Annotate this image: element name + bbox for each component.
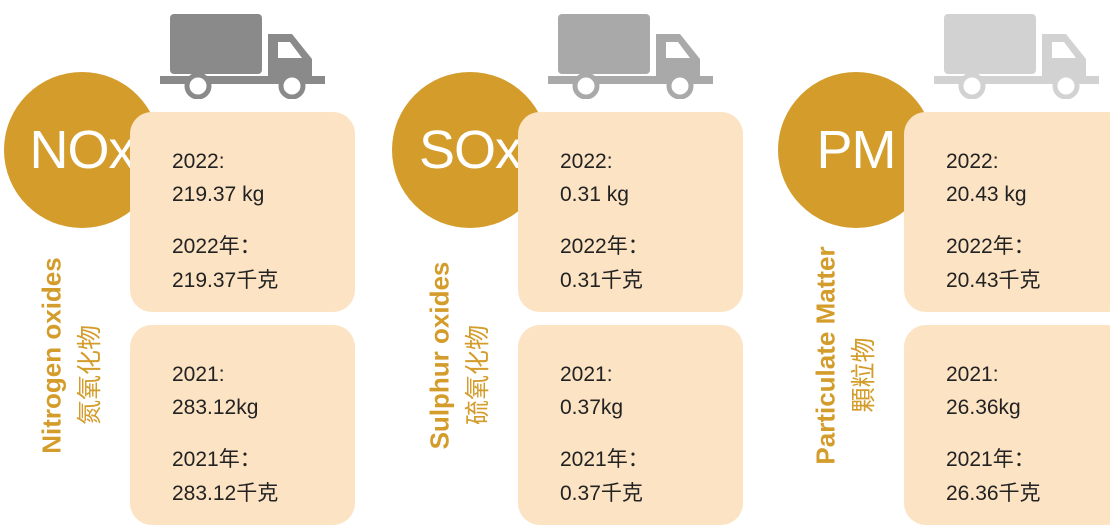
value-text: 2022: (172, 150, 225, 173)
truck-svg (934, 14, 1099, 100)
value-text: 2022年： (946, 235, 1035, 258)
value-text: 2022年： (172, 235, 261, 258)
value-text: 26.36kg (946, 396, 1021, 419)
truck-svg (548, 14, 713, 100)
name-chinese: 硫氧化物 (464, 325, 492, 426)
name-chinese: 顆粒物 (850, 337, 878, 413)
value-text: 0.31千克 (560, 269, 643, 292)
value-text: 2021: (172, 363, 225, 386)
value-text: 2021: (560, 363, 613, 386)
emission-panel: NOx Nitrogen oxides 氮氧化物 2022: 219.37 kg 2022… (0, 0, 370, 531)
emission-panel: SOx Sulphur oxides 硫氧化物 2022: 0.31 kg 2022年： 0… (388, 0, 758, 531)
value-box: 2022: 219.37 kg 2022年： 219.37千克 (130, 112, 355, 312)
value-text: 2021年： (560, 448, 649, 471)
value-text: 0.37kg (560, 396, 624, 419)
value-text: 2021: (946, 363, 999, 386)
value-text: 219.37 kg (172, 183, 265, 206)
value-text: 2021年： (946, 448, 1035, 471)
name-english: Particulate Matter (810, 246, 841, 465)
value-box: 2021: 283.12kg 2021年： 283.12千克 (130, 325, 355, 525)
value-text: 20.43千克 (946, 269, 1041, 292)
truck-icon (160, 14, 325, 104)
value-text: 283.12kg (172, 396, 259, 419)
value-box: 2021: 0.37kg 2021年： 0.37千克 (518, 325, 743, 525)
truck-icon (934, 14, 1099, 104)
value-text: 2021年： (172, 448, 261, 471)
value-text: 26.36千克 (946, 482, 1041, 505)
value-text: 20.43 kg (946, 183, 1027, 206)
value-box: 2022: 20.43 kg 2022年： 20.43千克 (904, 112, 1110, 312)
value-text: 283.12千克 (172, 482, 279, 505)
value-box: 2021: 26.36kg 2021年： 26.36千克 (904, 325, 1110, 525)
value-box: 2022: 0.31 kg 2022年： 0.31千克 (518, 112, 743, 312)
value-text: 2022年： (560, 235, 649, 258)
truck-icon (548, 14, 713, 104)
value-text: 2022: (946, 150, 999, 173)
truck-svg (160, 14, 325, 100)
name-english: Nitrogen oxides (36, 257, 67, 454)
value-text: 0.37千克 (560, 482, 643, 505)
emission-panel: PM Particulate Matter 顆粒物 2022: 20.43 kg 2022… (774, 0, 1110, 531)
value-text: 0.31 kg (560, 183, 629, 206)
name-chinese: 氮氧化物 (76, 325, 104, 426)
name-english: Sulphur oxides (424, 261, 455, 450)
value-text: 219.37千克 (172, 269, 279, 292)
value-text: 2022: (560, 150, 613, 173)
